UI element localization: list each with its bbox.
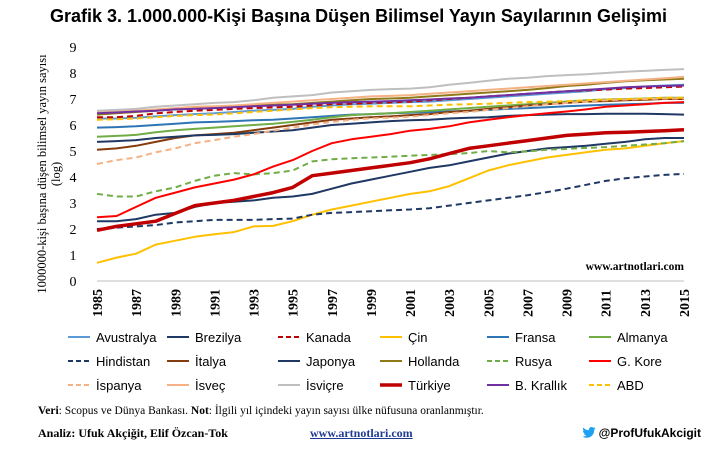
legend-label: B. Krallık xyxy=(515,378,568,393)
watermark-text: www.artnotlari.com xyxy=(586,261,685,273)
y-tick-label: 2 xyxy=(70,223,77,238)
twitter-bird-icon xyxy=(582,427,596,438)
y-tick-label: 5 xyxy=(70,145,77,160)
y-tick-label: 6 xyxy=(70,119,77,134)
source-label: Veri xyxy=(38,405,59,417)
y-axis: 0 1 2 3 4 5 6 7 8 9 xyxy=(70,41,77,290)
legend: Avustralya Brezilya Kanada Çin Fransa Almanya… xyxy=(68,330,668,393)
twitter-handle[interactable]: @ProfUfukAkcigit xyxy=(582,426,701,440)
legend-label: Rusya xyxy=(515,354,553,369)
legend-label: Brezilya xyxy=(195,330,242,345)
legend-label: Kanada xyxy=(306,330,352,345)
analysis-credit: Analiz: Ufuk Akçiğit, Elif Özcan-Tok xyxy=(38,426,228,441)
y-tick-label: 4 xyxy=(70,171,77,186)
x-tick-label: 2011 xyxy=(600,290,615,317)
y-tick-label: 1 xyxy=(70,249,77,264)
series-line xyxy=(96,172,685,230)
legend-label: Çin xyxy=(408,330,428,345)
y-tick-label: 8 xyxy=(70,67,77,82)
x-tick-label: 2001 xyxy=(404,289,419,317)
y-axis-title: 1000000-kişi başına düşen bilimsel yayın… xyxy=(35,54,63,294)
note-text: : İlgili yıl içindeki yayın sayısı ülke … xyxy=(208,405,484,417)
series-line xyxy=(96,96,684,121)
x-tick-label: 1991 xyxy=(208,289,223,317)
legend-label: G. Kore xyxy=(617,354,662,369)
legend-label: İsveç xyxy=(195,378,226,393)
series-line xyxy=(96,101,685,219)
x-tick-label: 2007 xyxy=(521,289,536,317)
watermark-group: www.artnotlari.com xyxy=(586,261,685,273)
x-tick-label: 1999 xyxy=(365,289,380,317)
series-lines xyxy=(96,68,685,264)
x-axis: 1985 1987 1989 1991 1993 1995 1997 1999 2001 2003… xyxy=(91,280,693,317)
legend-label: ABD xyxy=(617,378,644,393)
y-axis-title-line: 1000000-kişi başına düşen bilimsel yayın… xyxy=(35,54,49,294)
series-line xyxy=(96,140,685,198)
series-line xyxy=(96,112,685,143)
site-link[interactable]: www.artnotlari.com xyxy=(310,426,413,440)
x-tick-label: 2009 xyxy=(561,289,576,317)
legend-label: Japonya xyxy=(306,354,356,369)
legend-label: İspanya xyxy=(96,378,142,393)
x-tick-label: 2003 xyxy=(443,289,458,317)
twitter-text: @ProfUfukAkcigit xyxy=(598,426,701,440)
x-tick-label: 1985 xyxy=(91,289,106,317)
y-tick-label: 0 xyxy=(70,275,77,290)
x-tick-label: 1997 xyxy=(326,289,341,317)
legend-label: Avustralya xyxy=(96,330,157,345)
legend-label: Fransa xyxy=(515,330,556,345)
x-tick-label: 1989 xyxy=(169,289,184,317)
chart-title: Grafik 3. 1.000.000-Kişi Başına Düşen Bi… xyxy=(50,6,667,26)
y-axis-title-group: 1000000-kişi başına düşen bilimsel yayın… xyxy=(35,54,63,294)
y-tick-label: 3 xyxy=(70,197,77,212)
series-line xyxy=(96,97,684,165)
x-tick-label: 1987 xyxy=(130,289,145,317)
x-tick-label: 1993 xyxy=(248,289,263,317)
legend-label: İtalya xyxy=(195,354,227,369)
analysis-label: Analiz: xyxy=(38,426,76,440)
series-line xyxy=(96,96,684,138)
legend-label: Hindistan xyxy=(96,354,150,369)
series-line xyxy=(96,127,685,233)
series-line xyxy=(96,68,685,112)
legend-label: Almanya xyxy=(617,330,668,345)
legend-label: İsviçre xyxy=(306,378,344,393)
x-tick-label: 2005 xyxy=(482,289,497,317)
source-text: : Scopus ve Dünya Bankası. xyxy=(58,405,191,417)
x-tick-label: 1995 xyxy=(287,289,302,317)
y-tick-label: 7 xyxy=(70,93,77,108)
source-note: Veri: Scopus ve Dünya Bankası. Not: İlgi… xyxy=(38,405,484,417)
x-tick-label: 2013 xyxy=(639,289,654,317)
x-tick-label: 2015 xyxy=(678,289,693,317)
legend-label: Türkiye xyxy=(408,378,451,393)
series-line xyxy=(96,140,685,264)
y-tick-label: 9 xyxy=(70,41,77,56)
legend-label: Hollanda xyxy=(408,354,460,369)
series-line xyxy=(96,84,685,115)
series-line xyxy=(96,75,685,113)
y-axis-title-line: (log) xyxy=(49,162,63,186)
note-label: Not xyxy=(190,405,209,417)
analysis-authors: Ufuk Akçiğit, Elif Özcan-Tok xyxy=(75,426,228,440)
